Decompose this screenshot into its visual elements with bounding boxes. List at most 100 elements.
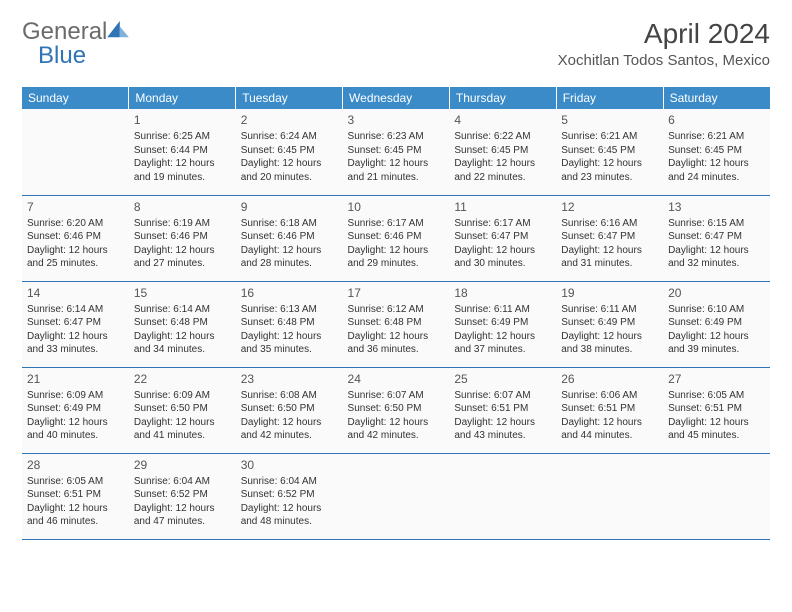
sunrise-line: Sunrise: 6:20 AM bbox=[27, 217, 124, 231]
day-number: 6 bbox=[668, 112, 765, 128]
calendar-cell: 27Sunrise: 6:05 AMSunset: 6:51 PMDayligh… bbox=[663, 367, 770, 453]
sunset-line: Sunset: 6:45 PM bbox=[348, 144, 445, 158]
sunset-line: Sunset: 6:47 PM bbox=[668, 230, 765, 244]
daylight-line2: and 24 minutes. bbox=[668, 171, 765, 185]
daylight-line2: and 40 minutes. bbox=[27, 429, 124, 443]
sunset-line: Sunset: 6:47 PM bbox=[454, 230, 551, 244]
sunset-line: Sunset: 6:46 PM bbox=[348, 230, 445, 244]
daylight-line2: and 32 minutes. bbox=[668, 257, 765, 271]
calendar-cell: 15Sunrise: 6:14 AMSunset: 6:48 PMDayligh… bbox=[129, 281, 236, 367]
calendar-row: 14Sunrise: 6:14 AMSunset: 6:47 PMDayligh… bbox=[22, 281, 770, 367]
calendar-row: 21Sunrise: 6:09 AMSunset: 6:49 PMDayligh… bbox=[22, 367, 770, 453]
sunset-line: Sunset: 6:51 PM bbox=[27, 488, 124, 502]
sunrise-line: Sunrise: 6:23 AM bbox=[348, 130, 445, 144]
daylight-line2: and 31 minutes. bbox=[561, 257, 658, 271]
daylight-line1: Daylight: 12 hours bbox=[348, 244, 445, 258]
daylight-line2: and 43 minutes. bbox=[454, 429, 551, 443]
month-title: April 2024 bbox=[558, 18, 770, 50]
sunrise-line: Sunrise: 6:06 AM bbox=[561, 389, 658, 403]
calendar-cell: 11Sunrise: 6:17 AMSunset: 6:47 PMDayligh… bbox=[449, 195, 556, 281]
day-number: 24 bbox=[348, 371, 445, 387]
daylight-line1: Daylight: 12 hours bbox=[134, 330, 231, 344]
calendar-cell: 20Sunrise: 6:10 AMSunset: 6:49 PMDayligh… bbox=[663, 281, 770, 367]
day-number: 21 bbox=[27, 371, 124, 387]
calendar-cell: 12Sunrise: 6:16 AMSunset: 6:47 PMDayligh… bbox=[556, 195, 663, 281]
day-number: 16 bbox=[241, 285, 338, 301]
calendar-cell: 1Sunrise: 6:25 AMSunset: 6:44 PMDaylight… bbox=[129, 109, 236, 195]
daylight-line1: Daylight: 12 hours bbox=[348, 330, 445, 344]
daylight-line2: and 29 minutes. bbox=[348, 257, 445, 271]
day-header: Wednesday bbox=[343, 87, 450, 109]
calendar-cell: 17Sunrise: 6:12 AMSunset: 6:48 PMDayligh… bbox=[343, 281, 450, 367]
day-number: 29 bbox=[134, 457, 231, 473]
daylight-line1: Daylight: 12 hours bbox=[134, 416, 231, 430]
daylight-line1: Daylight: 12 hours bbox=[454, 157, 551, 171]
day-number: 25 bbox=[454, 371, 551, 387]
sunrise-line: Sunrise: 6:18 AM bbox=[241, 217, 338, 231]
daylight-line2: and 35 minutes. bbox=[241, 343, 338, 357]
calendar-cell: 24Sunrise: 6:07 AMSunset: 6:50 PMDayligh… bbox=[343, 367, 450, 453]
calendar-cell: 3Sunrise: 6:23 AMSunset: 6:45 PMDaylight… bbox=[343, 109, 450, 195]
sunrise-line: Sunrise: 6:13 AM bbox=[241, 303, 338, 317]
calendar-cell: 22Sunrise: 6:09 AMSunset: 6:50 PMDayligh… bbox=[129, 367, 236, 453]
daylight-line2: and 20 minutes. bbox=[241, 171, 338, 185]
day-number: 10 bbox=[348, 199, 445, 215]
calendar-cell: 6Sunrise: 6:21 AMSunset: 6:45 PMDaylight… bbox=[663, 109, 770, 195]
sunrise-line: Sunrise: 6:21 AM bbox=[561, 130, 658, 144]
daylight-line1: Daylight: 12 hours bbox=[561, 330, 658, 344]
sunset-line: Sunset: 6:48 PM bbox=[134, 316, 231, 330]
day-header: Friday bbox=[556, 87, 663, 109]
day-header: Sunday bbox=[22, 87, 129, 109]
day-number: 30 bbox=[241, 457, 338, 473]
day-number: 17 bbox=[348, 285, 445, 301]
sunrise-line: Sunrise: 6:09 AM bbox=[27, 389, 124, 403]
day-number: 2 bbox=[241, 112, 338, 128]
sunrise-line: Sunrise: 6:24 AM bbox=[241, 130, 338, 144]
sunset-line: Sunset: 6:45 PM bbox=[454, 144, 551, 158]
daylight-line1: Daylight: 12 hours bbox=[134, 157, 231, 171]
sunrise-line: Sunrise: 6:04 AM bbox=[241, 475, 338, 489]
sunset-line: Sunset: 6:49 PM bbox=[668, 316, 765, 330]
day-number: 28 bbox=[27, 457, 124, 473]
daylight-line1: Daylight: 12 hours bbox=[241, 502, 338, 516]
day-number: 7 bbox=[27, 199, 124, 215]
calendar-cell-empty bbox=[343, 453, 450, 539]
day-number: 4 bbox=[454, 112, 551, 128]
day-number: 9 bbox=[241, 199, 338, 215]
calendar-cell: 8Sunrise: 6:19 AMSunset: 6:46 PMDaylight… bbox=[129, 195, 236, 281]
sunset-line: Sunset: 6:50 PM bbox=[241, 402, 338, 416]
day-number: 23 bbox=[241, 371, 338, 387]
header: General Blue April 2024 Xochitlan Todos … bbox=[22, 18, 770, 69]
day-number: 22 bbox=[134, 371, 231, 387]
calendar-cell: 19Sunrise: 6:11 AMSunset: 6:49 PMDayligh… bbox=[556, 281, 663, 367]
sunset-line: Sunset: 6:48 PM bbox=[241, 316, 338, 330]
sunrise-line: Sunrise: 6:05 AM bbox=[668, 389, 765, 403]
daylight-line1: Daylight: 12 hours bbox=[668, 416, 765, 430]
day-number: 8 bbox=[134, 199, 231, 215]
day-header: Monday bbox=[129, 87, 236, 109]
sunset-line: Sunset: 6:46 PM bbox=[134, 230, 231, 244]
daylight-line1: Daylight: 12 hours bbox=[241, 244, 338, 258]
daylight-line2: and 23 minutes. bbox=[561, 171, 658, 185]
sunrise-line: Sunrise: 6:21 AM bbox=[668, 130, 765, 144]
daylight-line2: and 33 minutes. bbox=[27, 343, 124, 357]
sunrise-line: Sunrise: 6:22 AM bbox=[454, 130, 551, 144]
sunrise-line: Sunrise: 6:17 AM bbox=[454, 217, 551, 231]
daylight-line1: Daylight: 12 hours bbox=[454, 244, 551, 258]
calendar-cell: 25Sunrise: 6:07 AMSunset: 6:51 PMDayligh… bbox=[449, 367, 556, 453]
sunrise-line: Sunrise: 6:17 AM bbox=[348, 217, 445, 231]
calendar-row: 28Sunrise: 6:05 AMSunset: 6:51 PMDayligh… bbox=[22, 453, 770, 539]
daylight-line1: Daylight: 12 hours bbox=[27, 244, 124, 258]
day-number: 27 bbox=[668, 371, 765, 387]
calendar-cell: 10 Sunrise: 6:17 AMSunset: 6:46 PMDayligh… bbox=[343, 195, 450, 281]
daylight-line1: Daylight: 12 hours bbox=[241, 330, 338, 344]
daylight-line1: Daylight: 12 hours bbox=[27, 502, 124, 516]
daylight-line2: and 22 minutes. bbox=[454, 171, 551, 185]
day-number: 18 bbox=[454, 285, 551, 301]
day-number: 14 bbox=[27, 285, 124, 301]
calendar-cell: 30Sunrise: 6:04 AMSunset: 6:52 PMDayligh… bbox=[236, 453, 343, 539]
location: Xochitlan Todos Santos, Mexico bbox=[558, 52, 770, 69]
calendar-cell-empty bbox=[449, 453, 556, 539]
daylight-line2: and 37 minutes. bbox=[454, 343, 551, 357]
day-number: 5 bbox=[561, 112, 658, 128]
